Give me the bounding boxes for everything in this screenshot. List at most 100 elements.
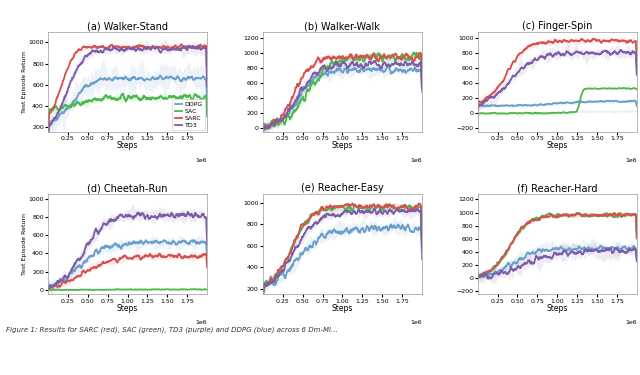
DDPG xyxy=(139,241,147,245)
Line: SARC: SARC xyxy=(263,53,422,130)
DDPG xyxy=(200,75,207,79)
SARC xyxy=(605,39,612,44)
SAC xyxy=(121,287,129,292)
SAC xyxy=(200,287,208,292)
SARC xyxy=(418,80,426,84)
DDPG xyxy=(387,222,394,226)
Text: 1e6: 1e6 xyxy=(625,320,637,326)
TD3 xyxy=(175,214,182,219)
Title: (a) Walker-Stand: (a) Walker-Stand xyxy=(87,21,168,31)
SARC xyxy=(549,40,557,45)
SARC xyxy=(139,45,147,49)
DDPG xyxy=(474,274,481,279)
SAC xyxy=(550,111,557,115)
TD3 xyxy=(390,212,397,216)
SARC xyxy=(633,236,640,240)
DDPG xyxy=(131,240,138,244)
SARC xyxy=(335,204,343,209)
SAC xyxy=(617,210,625,215)
SAC xyxy=(568,213,576,218)
Line: DDPG: DDPG xyxy=(477,246,637,278)
DDPG xyxy=(175,240,182,244)
TD3 xyxy=(45,286,53,290)
SARC xyxy=(120,254,127,258)
Title: (d) Cheetah-Run: (d) Cheetah-Run xyxy=(87,183,168,194)
TD3 xyxy=(630,50,637,54)
SAC xyxy=(204,114,211,119)
TD3 xyxy=(630,247,637,251)
X-axis label: Steps: Steps xyxy=(332,141,353,150)
SARC xyxy=(204,83,211,88)
TD3 xyxy=(617,48,625,52)
Line: DDPG: DDPG xyxy=(48,75,207,135)
SAC xyxy=(259,123,267,128)
TD3 xyxy=(335,214,343,219)
SAC xyxy=(336,59,344,63)
SARC xyxy=(345,203,353,207)
TD3 xyxy=(120,48,127,53)
DDPG xyxy=(190,238,198,242)
Title: (f) Reacher-Hard: (f) Reacher-Hard xyxy=(517,183,598,194)
SAC xyxy=(354,205,362,210)
SAC xyxy=(335,205,343,209)
Line: SAC: SAC xyxy=(477,88,637,114)
Text: 1e6: 1e6 xyxy=(625,158,637,163)
TD3 xyxy=(195,43,202,48)
DDPG xyxy=(354,226,362,231)
SAC xyxy=(44,127,52,131)
DDPG xyxy=(549,101,557,105)
Line: TD3: TD3 xyxy=(263,61,422,129)
SARC xyxy=(346,54,353,58)
SAC xyxy=(259,294,267,299)
SARC xyxy=(260,128,268,133)
TD3 xyxy=(372,58,380,63)
DDPG xyxy=(259,296,267,301)
SAC xyxy=(131,288,138,292)
DDPG xyxy=(390,69,397,73)
Text: 1e6: 1e6 xyxy=(410,320,422,326)
DDPG xyxy=(604,99,612,103)
SAC xyxy=(560,110,568,114)
SARC xyxy=(414,202,422,207)
Line: TD3: TD3 xyxy=(477,50,637,109)
Title: (c) Finger-Spin: (c) Finger-Spin xyxy=(522,21,593,31)
DDPG xyxy=(550,101,558,105)
SAC xyxy=(120,95,128,100)
SARC xyxy=(204,265,211,270)
Line: SAC: SAC xyxy=(263,53,422,128)
DDPG xyxy=(550,247,557,251)
TD3 xyxy=(200,213,208,218)
DDPG xyxy=(605,246,612,250)
DDPG xyxy=(120,76,127,81)
TD3 xyxy=(418,86,426,90)
SARC xyxy=(121,253,129,258)
Title: (b) Walker-Walk: (b) Walker-Walk xyxy=(305,21,380,31)
DDPG xyxy=(630,245,637,249)
SARC xyxy=(175,45,182,49)
Line: SAC: SAC xyxy=(263,204,422,297)
Text: Figure 1: Results for SARC (red), SAC (green), TD3 (purple) and DDPG (blue) acro: Figure 1: Results for SARC (red), SAC (g… xyxy=(6,326,338,333)
TD3 xyxy=(549,54,557,59)
TD3 xyxy=(568,52,576,57)
SARC xyxy=(335,56,342,60)
DDPG xyxy=(261,127,269,132)
SARC xyxy=(139,255,147,260)
SAC xyxy=(550,111,558,115)
DDPG xyxy=(204,102,211,107)
Line: SARC: SARC xyxy=(477,39,637,107)
DDPG xyxy=(560,101,568,105)
SAC xyxy=(88,288,96,292)
DDPG xyxy=(630,98,638,102)
TD3 xyxy=(415,63,422,68)
TD3 xyxy=(569,250,577,254)
Text: 1e6: 1e6 xyxy=(195,320,207,326)
DDPG xyxy=(415,68,422,72)
SAC xyxy=(200,96,207,101)
SARC xyxy=(611,211,618,215)
DDPG xyxy=(139,77,147,82)
Text: 1e6: 1e6 xyxy=(410,158,422,163)
DDPG xyxy=(335,231,342,235)
SAC xyxy=(415,205,422,210)
SAC xyxy=(415,56,422,60)
TD3 xyxy=(259,295,267,300)
